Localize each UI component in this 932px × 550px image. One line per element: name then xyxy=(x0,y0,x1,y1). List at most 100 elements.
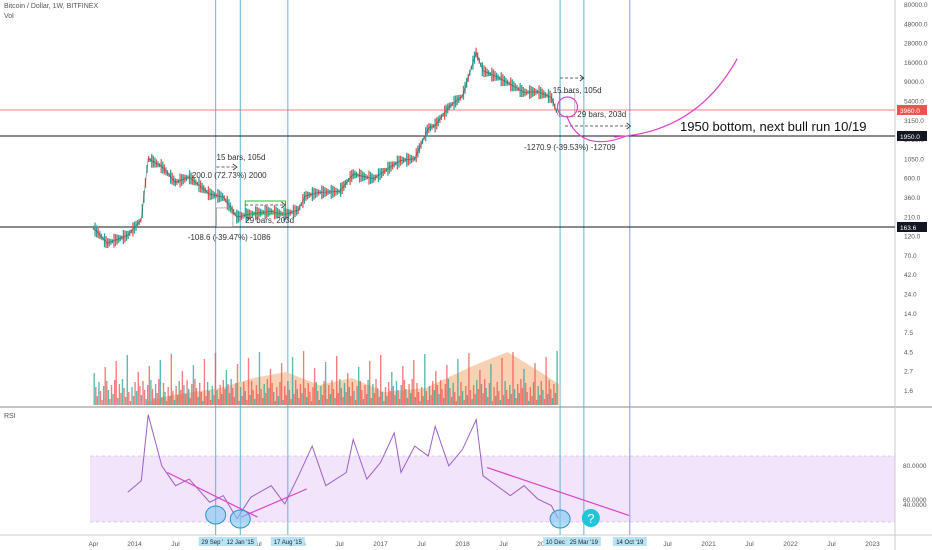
duration-arrow-left-top-head xyxy=(232,163,238,171)
volume-bar xyxy=(123,388,125,405)
volume-bar xyxy=(498,391,500,405)
volume-bar xyxy=(433,390,435,405)
volume-bar xyxy=(380,355,382,405)
time-axis-label: Jul xyxy=(253,541,262,548)
time-axis-label: 2021 xyxy=(701,541,716,548)
question-mark: ? xyxy=(587,511,594,526)
volume-bar xyxy=(521,388,524,405)
volume-bar xyxy=(291,357,294,405)
volume-bar xyxy=(436,385,439,405)
volume-bar xyxy=(175,386,177,405)
volume-bar xyxy=(513,389,516,405)
volume-bar xyxy=(532,382,535,405)
volume-bar xyxy=(120,393,122,405)
volume-bar xyxy=(526,392,528,405)
volume-bar xyxy=(255,385,258,405)
volume-bar xyxy=(369,361,371,405)
volume-bar xyxy=(523,369,525,405)
volume-bar xyxy=(161,397,163,405)
volume-bar xyxy=(443,398,445,405)
volume-bar xyxy=(512,352,514,405)
volume-bar xyxy=(153,398,155,405)
volume-bar xyxy=(362,399,365,405)
volume-bar xyxy=(455,401,457,405)
volume-bar xyxy=(413,360,415,405)
volume-bar xyxy=(271,383,273,405)
level-tag-163-bg xyxy=(897,222,927,232)
date-marker-bg xyxy=(270,537,305,546)
volume-bar xyxy=(351,382,354,405)
volume-bar xyxy=(126,355,128,405)
volume-bar xyxy=(515,398,517,405)
volume-bar xyxy=(199,383,201,405)
volume-bar xyxy=(147,385,149,405)
volume-bar xyxy=(315,382,317,405)
rsi-line xyxy=(127,414,559,520)
volume-bar xyxy=(370,398,372,405)
volume-bar xyxy=(214,353,217,405)
annotation-left-bottom: 29 bars, 203d xyxy=(245,216,294,225)
volume-bar xyxy=(534,363,536,405)
volume-bar xyxy=(343,383,346,405)
volume-bar xyxy=(203,359,206,405)
volume-bar xyxy=(243,382,245,405)
volume-bar xyxy=(490,364,492,405)
volume-bar xyxy=(518,393,520,405)
volume-bar xyxy=(194,379,196,405)
volume-bar xyxy=(98,382,100,405)
volume-bar xyxy=(324,362,327,405)
volume-bar xyxy=(367,380,369,405)
volume-bar xyxy=(398,399,401,405)
price-line xyxy=(93,51,559,244)
volume-bar xyxy=(258,352,261,405)
volume-bar xyxy=(239,387,242,405)
volume-bar xyxy=(463,400,465,405)
volume-bar xyxy=(340,388,343,405)
date-marker-bg xyxy=(223,537,258,546)
volume-bar xyxy=(466,395,468,405)
volume-bar xyxy=(331,380,333,405)
volume-bar xyxy=(359,381,361,405)
volume-bar xyxy=(402,366,404,405)
volume-bar xyxy=(354,400,357,405)
volume-bar xyxy=(458,396,461,405)
volume-bar xyxy=(290,399,292,405)
rsi-axis-tick: 60.0000 xyxy=(903,497,927,504)
volume-bar xyxy=(246,400,248,405)
rsi-trendline-left xyxy=(167,471,258,518)
bottom-bowl-curve xyxy=(566,115,627,143)
volume-bar xyxy=(347,373,349,405)
volume-bar xyxy=(139,386,141,405)
price-axis-tick: 120.0 xyxy=(904,234,921,241)
volume-bar xyxy=(416,383,418,405)
volume-bar xyxy=(524,383,527,405)
volume-bar xyxy=(392,386,394,405)
volume-bar xyxy=(169,396,171,405)
annotation-left-duration: 15 bars, 105d xyxy=(217,153,266,162)
volume-bar xyxy=(224,389,226,405)
time-axis-label: Jul xyxy=(663,541,672,548)
price-axis-tick: 1.6 xyxy=(904,388,913,395)
volume-bar xyxy=(501,358,503,405)
chart-title: Bitcoin / Dollar, 1W, BITFINEX xyxy=(4,3,99,10)
time-axis-label: 2014 xyxy=(127,541,142,548)
volume-bar xyxy=(540,381,542,405)
volume-bar xyxy=(491,401,494,405)
volume-bar xyxy=(306,397,308,405)
volume-bar xyxy=(301,393,303,405)
rsi-trendline-rising xyxy=(240,488,307,518)
volume-bar xyxy=(200,392,202,405)
volume-bar xyxy=(107,390,110,405)
consolidation-box xyxy=(244,200,286,215)
volume-bar xyxy=(266,379,269,405)
volume-bar xyxy=(307,383,309,405)
volume-bar xyxy=(323,381,325,405)
current-price-tag: 3960.0 xyxy=(900,108,920,115)
volume-bar xyxy=(114,380,116,405)
bull-run-curve xyxy=(614,58,738,138)
volume-bar xyxy=(299,384,302,405)
volume-bar xyxy=(191,384,193,405)
volume-bar xyxy=(269,369,272,405)
volume-bar xyxy=(447,379,450,405)
